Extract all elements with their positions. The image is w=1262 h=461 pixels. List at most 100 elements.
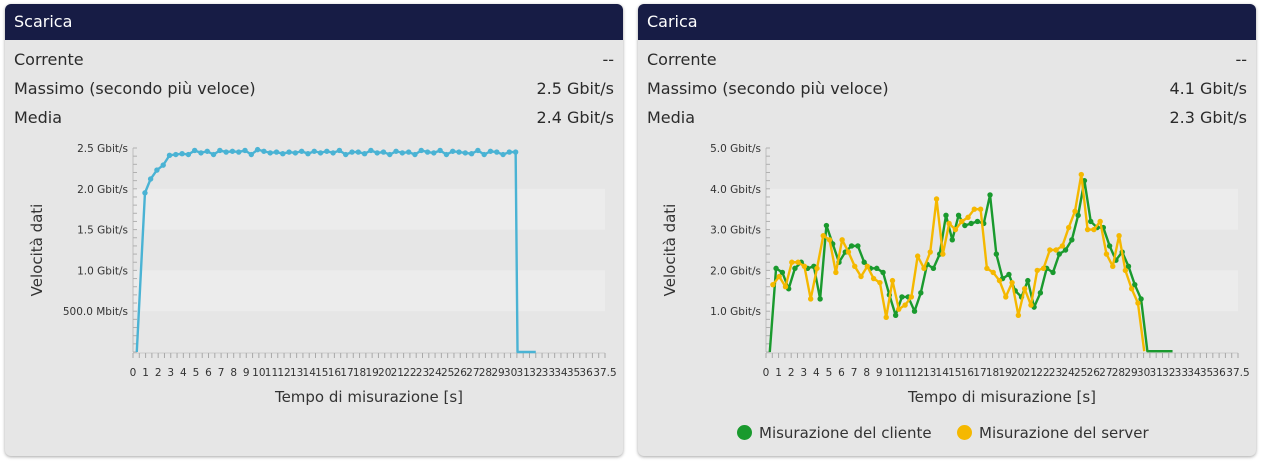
data-point (179, 151, 185, 157)
x-tick-label: 8 (230, 367, 237, 379)
data-point (955, 212, 962, 219)
stat-label: Media (14, 108, 63, 127)
data-point (204, 148, 210, 154)
x-tick-label: 23 (1049, 367, 1062, 379)
data-point (823, 222, 830, 229)
data-point (198, 150, 204, 156)
data-point (142, 190, 148, 196)
data-point (405, 149, 412, 155)
download-speed-chart: 500.0 Mbit/s 1.0 Gbit/s 1.5 Gbit/s 2.0 Gbit… (28, 143, 617, 406)
x-tick-label: 36 (1212, 367, 1226, 379)
data-point (248, 151, 255, 158)
data-point (1072, 208, 1078, 214)
x-tick-label: 31 (1149, 367, 1162, 379)
data-point (880, 269, 886, 276)
x-tick-label: 21 (391, 367, 404, 379)
y-axis-title: Velocità dati (28, 204, 46, 297)
x-tick-label: 7 (851, 367, 858, 379)
x-tick-label: 18 (353, 367, 366, 379)
x-tick-label: 1 (775, 367, 782, 379)
data-point (217, 147, 223, 154)
data-point (160, 162, 166, 168)
data-point (1003, 294, 1009, 300)
data-point (918, 290, 924, 296)
data-point (311, 148, 317, 154)
data-point (927, 249, 933, 255)
data-point (962, 222, 968, 229)
download-stat-max: Massimo (secondo più veloce) 2.5 Gbit/s (14, 79, 614, 103)
data-point (261, 148, 267, 154)
y-tick-label: 1.0 Gbit/s (77, 265, 128, 277)
x-tick-label: 18 (986, 367, 999, 379)
x-tick-label: 3 (167, 367, 174, 379)
x-tick-label: 35 (1200, 367, 1213, 379)
data-point (779, 269, 786, 276)
data-point (1059, 243, 1066, 249)
x-tick-label: 19 (365, 367, 378, 379)
data-point (242, 147, 248, 154)
legend-label: Misurazione del cliente (759, 424, 932, 442)
stat-label: Corrente (647, 50, 717, 69)
data-point (1078, 171, 1084, 178)
data-point (443, 151, 450, 158)
data-point (1028, 302, 1034, 308)
data-point (462, 150, 468, 156)
data-point (456, 149, 462, 155)
legend-item-client[interactable]: Misurazione del cliente (737, 424, 932, 442)
x-tick-label: 9 (876, 367, 883, 379)
data-point (330, 150, 336, 156)
data-point (1138, 296, 1144, 302)
x-tick-label: 21 (1024, 367, 1037, 379)
x-tick-label: 26 (1087, 367, 1101, 379)
x-tick-label: 34 (1187, 367, 1201, 379)
data-point (368, 147, 374, 154)
data-point (418, 147, 424, 154)
data-point (380, 149, 387, 155)
download-panel-title: Scarica (5, 4, 623, 40)
x-axis-title: Tempo di misurazione [s] (274, 388, 463, 406)
x-tick-label: 10 (885, 367, 898, 379)
data-point (883, 314, 889, 321)
data-point (412, 151, 418, 158)
data-point (1097, 218, 1103, 225)
data-point (908, 294, 915, 300)
x-tick-label: 6 (838, 367, 845, 379)
data-point (336, 147, 343, 154)
data-point (952, 226, 959, 233)
data-point (506, 149, 513, 155)
x-tick-label: 32 (1162, 367, 1175, 379)
x-tick-label: 24 (428, 367, 442, 379)
y-tick-label: 500.0 Mbit/s (63, 306, 128, 318)
data-point (801, 263, 808, 270)
data-point (1128, 286, 1135, 292)
data-point (1062, 247, 1069, 253)
data-point (494, 149, 500, 155)
download-stat-current: Corrente -- (14, 50, 614, 74)
data-point (773, 265, 779, 272)
data-point (305, 151, 311, 157)
data-point (817, 296, 823, 302)
x-tick-label: 25 (441, 367, 454, 379)
data-point (959, 218, 965, 225)
data-point (437, 147, 443, 154)
y-tick-label: 3.0 Gbit/s (710, 225, 761, 237)
x-tick-label: 17 (340, 367, 353, 379)
data-point (921, 265, 927, 272)
data-point (324, 148, 330, 154)
data-point (965, 214, 971, 221)
data-point (848, 243, 855, 249)
x-tick-label: 1 (142, 367, 149, 379)
x-tick-label: 8 (863, 367, 870, 379)
data-point (861, 259, 867, 265)
x-tick-label: 16 (328, 367, 342, 379)
data-point (814, 265, 820, 272)
x-tick-label: 11 (265, 367, 278, 379)
x-tick-label: 30 (504, 367, 517, 379)
legend-item-server[interactable]: Misurazione del server (957, 424, 1149, 442)
data-point (424, 149, 431, 155)
data-point (946, 220, 952, 227)
data-point (254, 146, 261, 153)
data-point (1106, 243, 1113, 249)
data-point (223, 149, 229, 155)
x-tick-label: 22 (1036, 367, 1049, 379)
